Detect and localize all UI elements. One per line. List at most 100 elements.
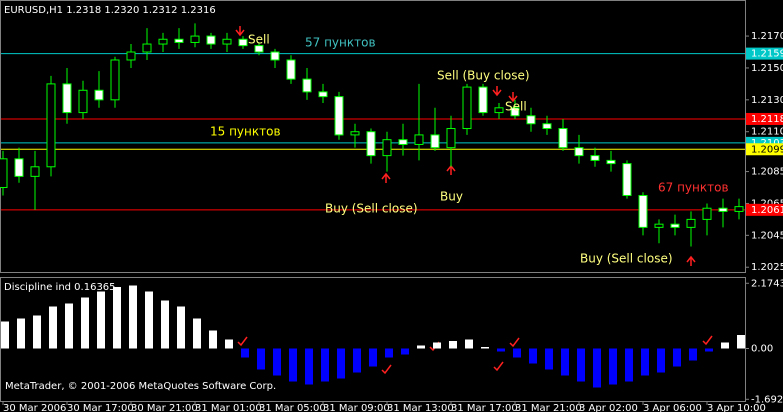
histogram-bar	[225, 339, 233, 349]
y-tick-label: 1.2130	[751, 95, 783, 106]
candle-body	[94, 89, 104, 101]
candle-body	[686, 218, 696, 228]
candle-body	[510, 107, 520, 117]
histogram-bar	[513, 348, 521, 358]
candle-body	[14, 158, 24, 177]
histogram-bar	[497, 348, 505, 352]
histogram-bar	[113, 287, 121, 349]
y-tick-label: 1.2045	[751, 230, 783, 241]
x-tick-label: 31 Mar 09:00	[323, 403, 390, 412]
candle-body	[622, 163, 632, 196]
main-panel	[0, 0, 746, 273]
y-tick-label: -1.6925	[751, 394, 783, 405]
candle-body	[462, 86, 472, 130]
candle-body	[398, 139, 408, 145]
histogram-bar	[641, 348, 649, 376]
histogram-bar	[561, 348, 569, 376]
x-tick-label: 3 Apr 06:00	[643, 403, 702, 412]
candle-body	[190, 35, 200, 43]
x-tick-label: 31 Mar 21:00	[515, 403, 582, 412]
histogram-bar	[737, 335, 745, 349]
candle-body	[366, 131, 376, 157]
level-tag	[746, 112, 783, 125]
x-tick-label: 31 Mar 13:00	[387, 403, 454, 412]
histogram-bar	[657, 348, 665, 373]
x-tick-label: 3 Apr 02:00	[579, 403, 638, 412]
copyright: MetaTrader, © 2001-2006 MetaQuotes Softw…	[5, 381, 276, 392]
annotation: Sell	[248, 33, 270, 47]
candle-body	[734, 206, 744, 212]
histogram-bar	[145, 291, 153, 349]
histogram-bar	[385, 348, 393, 358]
histogram-bar	[65, 303, 73, 349]
candle-body	[654, 223, 664, 228]
histogram-bar	[401, 348, 409, 355]
histogram-bar	[449, 341, 457, 349]
candle-body	[78, 89, 88, 114]
histogram-bar	[609, 348, 617, 385]
candle-body	[446, 128, 456, 149]
annotation: Buy (Sell close)	[325, 202, 418, 216]
histogram-bar	[305, 348, 313, 385]
y-tick-label: 1.2025	[751, 262, 783, 273]
histogram-bar	[577, 348, 585, 382]
candle-body	[318, 91, 328, 98]
annotation: 15 пунктов	[210, 125, 281, 139]
candle-body	[238, 38, 248, 47]
candle-body	[382, 139, 392, 157]
histogram-bar	[81, 297, 89, 349]
signal-arrows	[235, 26, 713, 375]
candle-body	[110, 59, 120, 101]
histogram-bar	[161, 300, 169, 349]
x-tick-label: 31 Mar 01:00	[195, 403, 262, 412]
candle-body	[254, 45, 264, 53]
level-label: 1.2118	[751, 114, 783, 125]
histogram-bar	[321, 348, 329, 382]
histogram-bar	[625, 348, 633, 382]
indicator-panel	[0, 277, 746, 402]
histogram-bar	[49, 306, 57, 349]
histogram-bar	[369, 348, 377, 367]
candle-body	[574, 147, 584, 157]
annotation: Sell (Buy close)	[437, 69, 530, 83]
x-tick-label: 30 Mar 21:00	[131, 403, 198, 412]
y-tick-label: 2.17437	[751, 278, 783, 289]
candle-body	[638, 194, 648, 228]
candle-body	[126, 51, 136, 61]
candle-body	[478, 86, 488, 114]
level-tag	[746, 47, 783, 60]
histogram-bar	[705, 348, 713, 352]
histogram-bar	[209, 330, 217, 349]
candle-body	[30, 166, 40, 177]
annotation: Sell	[505, 100, 527, 114]
histogram-bar	[17, 318, 25, 349]
annotation: Buy	[440, 190, 463, 204]
histogram-bar	[417, 345, 425, 349]
histogram-bar	[481, 347, 489, 349]
level-label: 1.2099	[751, 144, 783, 155]
candle-body	[302, 78, 312, 93]
candle-body	[350, 131, 360, 136]
histogram-bar	[593, 348, 601, 388]
y-tick-label: 1.2150	[751, 63, 783, 74]
candle-body	[494, 107, 504, 114]
histogram-bar	[721, 342, 729, 349]
histogram-bar	[273, 348, 281, 376]
histogram-bar	[337, 348, 345, 379]
histogram-bar	[193, 318, 201, 349]
histogram-bar	[433, 342, 441, 349]
x-tick-label: 31 Mar 17:00	[451, 403, 518, 412]
level-tag	[746, 203, 783, 216]
level-tag	[746, 143, 783, 156]
candle-body	[158, 38, 168, 45]
candle-body	[414, 134, 424, 145]
candle-body	[206, 35, 216, 45]
candle-body	[718, 207, 728, 212]
candle-body	[174, 38, 184, 43]
x-tick-label: 3 Apr 10:00	[707, 403, 766, 412]
histogram-bar	[97, 291, 105, 349]
histogram-bar	[241, 348, 249, 358]
annotation: Buy (Sell close)	[580, 252, 673, 266]
candle-body	[0, 158, 8, 189]
annotation: 57 пунктов	[305, 36, 376, 50]
